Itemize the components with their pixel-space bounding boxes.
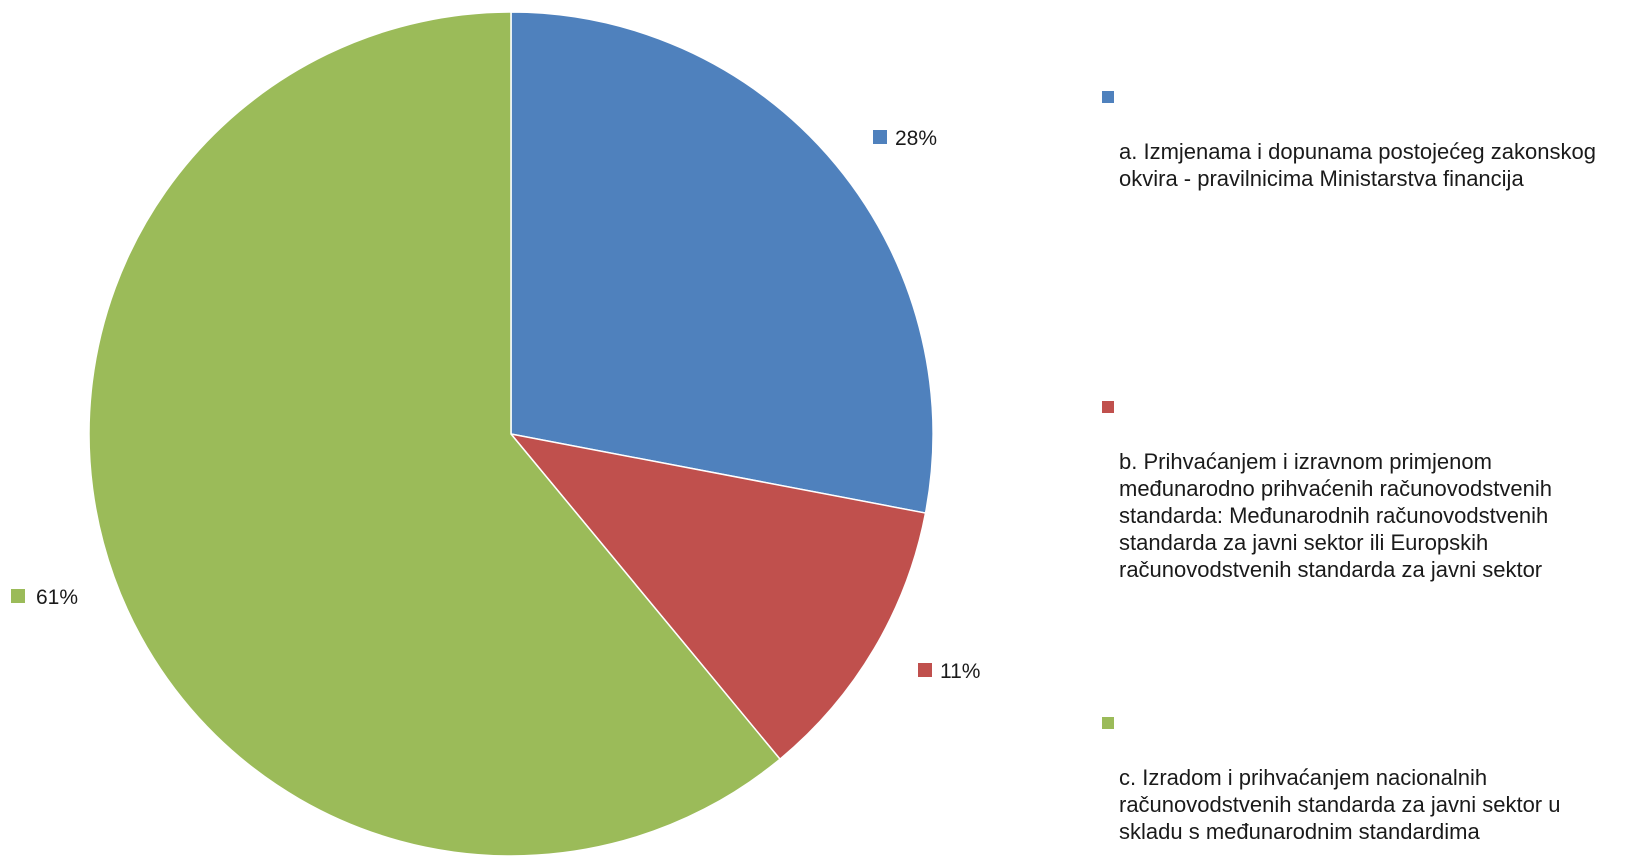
- legend-label-c: c. Izradom i prihvaćanjem nacionalnih ra…: [1119, 765, 1561, 844]
- legend-entry-c: c. Izradom i prihvaćanjem nacionalnih ra…: [1102, 710, 1644, 845]
- data-label-c: 61%: [11, 586, 78, 609]
- legend-entry-b: b. Prihvaćanjem i izravnom primjenom međ…: [1102, 394, 1644, 583]
- pie-slices: [88, 11, 934, 857]
- data-label-c-marker: [11, 589, 25, 603]
- data-label-c-text: 61%: [36, 586, 78, 609]
- data-label-a: 28%: [873, 127, 937, 150]
- pie-slice-b: [509, 432, 927, 761]
- pie-slice-c: [88, 11, 782, 857]
- data-label-b-marker: [918, 663, 932, 677]
- legend-swatch-a: [1102, 91, 1114, 103]
- legend-entry-a: a. Izmjenama i dopunama postojećeg zakon…: [1102, 84, 1644, 192]
- legend-swatch-b: [1102, 401, 1114, 413]
- pie-slice-a: [510, 11, 934, 514]
- data-label-a-text: 28%: [895, 127, 937, 150]
- data-label-a-marker: [873, 130, 887, 144]
- legend-label-b: b. Prihvaćanjem i izravnom primjenom međ…: [1119, 449, 1552, 582]
- legend-label-a: a. Izmjenama i dopunama postojećeg zakon…: [1119, 139, 1596, 191]
- legend-swatch-c: [1102, 717, 1114, 729]
- data-label-b-text: 11%: [940, 660, 980, 683]
- data-label-b: 11%: [918, 660, 980, 683]
